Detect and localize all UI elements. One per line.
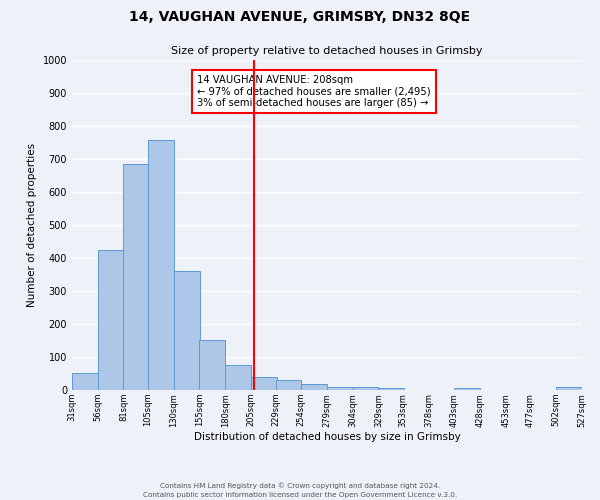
Text: 14, VAUGHAN AVENUE, GRIMSBY, DN32 8QE: 14, VAUGHAN AVENUE, GRIMSBY, DN32 8QE: [130, 10, 470, 24]
Bar: [455, 388, 480, 390]
Bar: [556, 388, 582, 390]
Text: 14 VAUGHAN AVENUE: 208sqm
← 97% of detached houses are smaller (2,495)
3% of sem: 14 VAUGHAN AVENUE: 208sqm ← 97% of detac…: [197, 75, 431, 108]
Bar: [98, 250, 124, 390]
Bar: [251, 377, 277, 390]
Bar: [275, 380, 301, 390]
Bar: [199, 340, 225, 390]
Bar: [174, 270, 199, 390]
Bar: [379, 388, 404, 390]
Bar: [353, 388, 379, 390]
Y-axis label: Number of detached properties: Number of detached properties: [27, 143, 37, 307]
Bar: [225, 365, 251, 390]
Bar: [148, 140, 174, 390]
Text: Contains public sector information licensed under the Open Government Licence v.: Contains public sector information licen…: [143, 492, 457, 498]
Title: Size of property relative to detached houses in Grimsby: Size of property relative to detached ho…: [171, 46, 483, 56]
X-axis label: Distribution of detached houses by size in Grimsby: Distribution of detached houses by size …: [194, 432, 460, 442]
Bar: [327, 386, 353, 390]
Text: Contains HM Land Registry data © Crown copyright and database right 2024.: Contains HM Land Registry data © Crown c…: [160, 482, 440, 489]
Bar: [124, 164, 149, 390]
Bar: [301, 384, 327, 390]
Bar: [72, 373, 98, 390]
